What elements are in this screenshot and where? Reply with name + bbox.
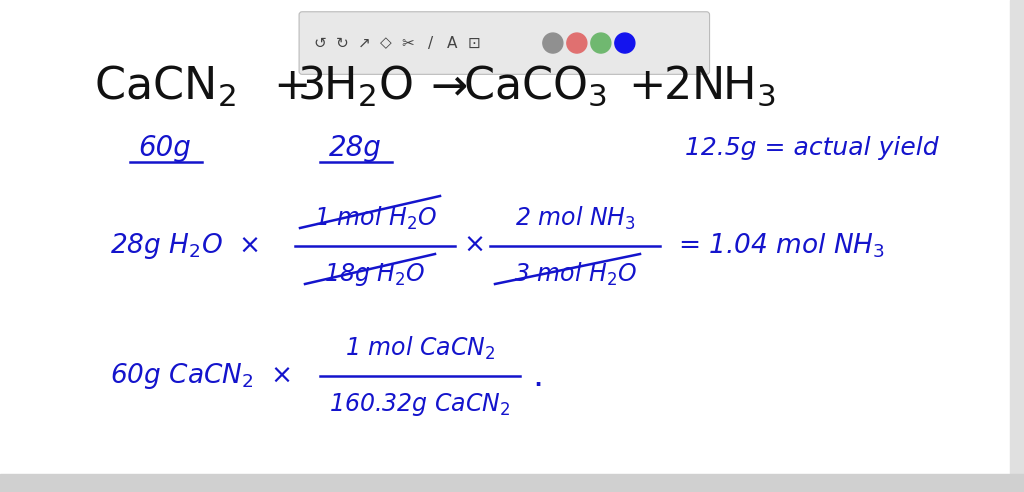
Text: $\rightarrow$: $\rightarrow$	[422, 64, 468, 108]
Text: ⊡: ⊡	[468, 35, 480, 51]
Text: A: A	[446, 35, 458, 51]
Text: = 1.04 mol NH$_3$: = 1.04 mol NH$_3$	[678, 232, 885, 260]
Text: 3 mol H$_2$O: 3 mol H$_2$O	[513, 260, 637, 288]
Text: ◇: ◇	[380, 35, 392, 51]
Text: 3H$_2$O: 3H$_2$O	[297, 63, 413, 109]
Text: /: /	[427, 35, 433, 51]
Circle shape	[591, 33, 611, 53]
Text: 2NH$_3$: 2NH$_3$	[664, 64, 776, 108]
Text: $+$: $+$	[272, 64, 307, 108]
Text: 60g CaCN$_2$  ×: 60g CaCN$_2$ ×	[110, 362, 292, 391]
Circle shape	[543, 33, 563, 53]
Text: 2 mol NH$_3$: 2 mol NH$_3$	[514, 204, 636, 232]
Text: 1 mol H$_2$O: 1 mol H$_2$O	[313, 204, 436, 232]
Text: 18g H$_2$O: 18g H$_2$O	[325, 260, 426, 287]
Bar	[1010, 0, 1024, 492]
Text: CaCO$_3$: CaCO$_3$	[463, 64, 607, 108]
Text: 1 mol CaCN$_2$: 1 mol CaCN$_2$	[345, 335, 496, 362]
Text: .: .	[532, 359, 543, 394]
Text: 28g: 28g	[329, 134, 381, 161]
FancyBboxPatch shape	[299, 12, 710, 74]
Circle shape	[567, 33, 587, 53]
Text: ✂: ✂	[401, 35, 415, 51]
Text: ↺: ↺	[313, 35, 327, 51]
Text: ↗: ↗	[357, 35, 371, 51]
Text: 160.32g CaCN$_2$: 160.32g CaCN$_2$	[330, 391, 511, 418]
Text: 28g H$_2$O  ×: 28g H$_2$O ×	[110, 231, 259, 261]
Bar	[0, 474, 1024, 492]
Text: CaCN$_2$: CaCN$_2$	[94, 63, 236, 109]
Text: ↻: ↻	[336, 35, 348, 51]
Text: 60g: 60g	[138, 134, 191, 161]
Circle shape	[614, 33, 635, 53]
Text: 12.5g = actual yield: 12.5g = actual yield	[685, 136, 939, 159]
Text: $+$: $+$	[628, 64, 663, 108]
Text: ×: ×	[463, 233, 485, 259]
